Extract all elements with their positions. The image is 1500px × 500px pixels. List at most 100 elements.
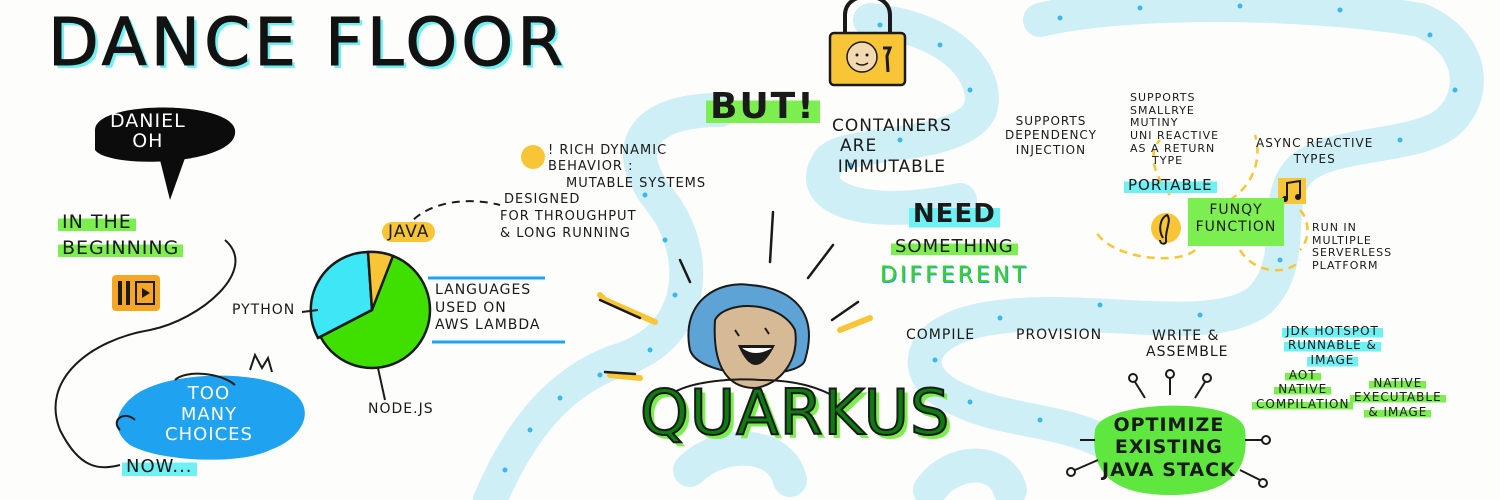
designed-line3: & LONG RUNNING <box>500 225 631 241</box>
jdk-hotspot-note: JDK HOTSPOT RUNNABLE & IMAGE <box>1282 324 1383 367</box>
optimize-burst <box>1066 369 1271 495</box>
jdk-line2: RUNNABLE & <box>1283 338 1381 353</box>
but-heading: BUT! <box>706 86 820 127</box>
smallrye-line6: TYPE <box>1152 154 1184 168</box>
step-write-line1: WRITE & <box>1152 328 1220 344</box>
choices-splash <box>115 352 305 460</box>
supports-di-line1: SUPPORTS <box>1015 114 1087 128</box>
lambda-caption-line2: USED ON <box>435 299 507 316</box>
rich-bullet <box>521 145 545 169</box>
aot-line1: AOT <box>1284 368 1321 382</box>
optimize-line1: OPTIMIZE <box>1113 414 1225 436</box>
smallrye-line1: SUPPORTS <box>1130 91 1196 104</box>
step-write-line2: ASSEMBLE <box>1146 344 1229 361</box>
run-in-line4: PLATFORM <box>1312 258 1379 272</box>
run-in-line1: RUN IN <box>1312 221 1357 234</box>
async-line1: ASYNC REACTIVE <box>1256 136 1374 150</box>
speaker-last-name: OH <box>132 129 164 152</box>
choices-line: CHOICES <box>165 424 253 446</box>
containers-line3: IMMUTABLE <box>837 156 947 177</box>
designed-line1: DESIGNED <box>504 192 581 207</box>
jdk-line1: JDK HOTSPOT <box>1282 324 1383 338</box>
designed-note: DESIGNED FOR THROUGHPUT & LONG RUNNING <box>500 192 637 243</box>
lambda-caption: LANGUAGES USED ON AWS LAMBDA <box>435 282 540 335</box>
optimize-heading: OPTIMIZE EXISTING JAVA STACK <box>1102 414 1236 481</box>
rich-behavior-note: ! RICH DYNAMIC BEHAVIOR : MUTABLE SYSTEM… <box>548 143 706 192</box>
smallrye-note: SUPPORTS SMALLRYE MUTINY UNI REACTIVE AS… <box>1130 91 1220 168</box>
aot-line3: COMPILATION <box>1252 396 1354 411</box>
async-line2: TYPES <box>1293 151 1336 166</box>
supports-di-note: SUPPORTS DEPENDENCY INJECTION <box>1005 114 1097 157</box>
cloud-sketch-icon <box>1159 0 1251 21</box>
optimize-line3: JAVA STACK <box>1102 458 1236 481</box>
aot-note: AOT NATIVE COMPILATION <box>1252 368 1354 411</box>
speaker-first-name: DANIEL <box>110 110 186 132</box>
beginning-line2: BEGINNING <box>58 236 184 259</box>
funqy-line2: FUNCTION <box>1195 218 1277 235</box>
smallrye-line2: SMALLRYE <box>1130 103 1195 117</box>
speech-bubble <box>95 107 236 200</box>
rich-line3: MUTABLE SYSTEMS <box>566 175 707 191</box>
native-line2: EXECUTABLE <box>1350 390 1446 405</box>
run-in-line2: MULTIPLE <box>1312 233 1372 247</box>
journey-line <box>54 239 237 469</box>
containers-note: CONTAINERS ARE IMMUTABLE <box>832 116 952 177</box>
containers-line1: CONTAINERS <box>832 116 952 136</box>
java-connector <box>404 200 501 231</box>
need-something-different: NEED SOMETHING DIFFERENT <box>880 196 1029 292</box>
portable-label: PORTABLE <box>1124 176 1217 194</box>
speaker-name: DANIEL OH <box>110 110 186 152</box>
lambda-bracket <box>428 276 565 344</box>
funqy-connectors <box>1093 134 1309 272</box>
step-compile: COMPILE <box>906 327 976 343</box>
jdk-line3: IMAGE <box>1306 352 1359 367</box>
aot-line2: NATIVE <box>1274 382 1332 397</box>
languages-pie-chart <box>309 250 432 370</box>
rich-line1: ! RICH DYNAMIC <box>548 143 668 158</box>
funqy-line1: FUNQY <box>1209 202 1263 218</box>
now-label: NOW... <box>122 456 197 477</box>
supports-di-line3: INJECTION <box>1015 142 1087 157</box>
beginning-label: IN THE BEGINNING <box>58 210 184 261</box>
run-in-line3: SERVERLESS <box>1312 246 1393 260</box>
beginning-line1: IN THE <box>58 211 136 233</box>
padlock-icon <box>828 0 907 87</box>
funqy-function: FUNQY FUNCTION <box>1188 198 1284 246</box>
pie-label-python: PYTHON <box>232 302 296 318</box>
containers-line2: ARE <box>840 136 878 157</box>
quarkus-logo-text: QUARKUS <box>639 376 951 449</box>
native-line3: & IMAGE <box>1364 404 1432 419</box>
supports-di-line2: DEPENDENCY <box>1005 128 1097 143</box>
rich-line2: BEHAVIOR : <box>548 159 634 175</box>
many-line: MANY <box>180 403 238 425</box>
different-line: DIFFERENT <box>880 262 1029 288</box>
lambda-caption-line1: LANGUAGES <box>435 282 532 298</box>
need-line: NEED <box>880 196 1029 234</box>
optimize-line2: EXISTING <box>1114 436 1223 459</box>
lambda-caption-line3: AWS LAMBDA <box>435 317 541 333</box>
something-line: SOMETHING <box>880 234 1029 260</box>
too-many-choices: TOO MANY CHOICES <box>165 383 253 446</box>
page-title: DANCE FLOOR <box>47 4 568 81</box>
winding-path <box>473 0 1484 500</box>
step-provision: PROVISION <box>1016 327 1103 343</box>
node-pointer <box>377 367 386 401</box>
quarkus-character <box>597 210 873 401</box>
run-in-note: RUN IN MULTIPLE SERVERLESS PLATFORM <box>1312 221 1393 273</box>
clef-icon <box>1151 213 1181 245</box>
pie-label-node: NODE.JS <box>368 401 434 417</box>
pie-label-java: JAVA <box>382 222 436 242</box>
film-icon <box>112 275 160 311</box>
async-reactive-note: ASYNC REACTIVE TYPES <box>1256 136 1373 167</box>
python-pointer <box>301 309 319 313</box>
step-write-assemble: WRITE & ASSEMBLE <box>1146 328 1229 360</box>
designed-line2: FOR THROUGHPUT <box>500 208 637 224</box>
smallrye-line5: AS A RETURN <box>1130 141 1216 155</box>
smallrye-line3: MUTINY <box>1130 116 1179 130</box>
native-note: NATIVE EXECUTABLE & IMAGE <box>1350 376 1446 419</box>
too-line: TOO <box>187 383 231 404</box>
smallrye-line4: UNI REACTIVE <box>1130 128 1220 142</box>
native-line1: NATIVE <box>1369 376 1427 390</box>
